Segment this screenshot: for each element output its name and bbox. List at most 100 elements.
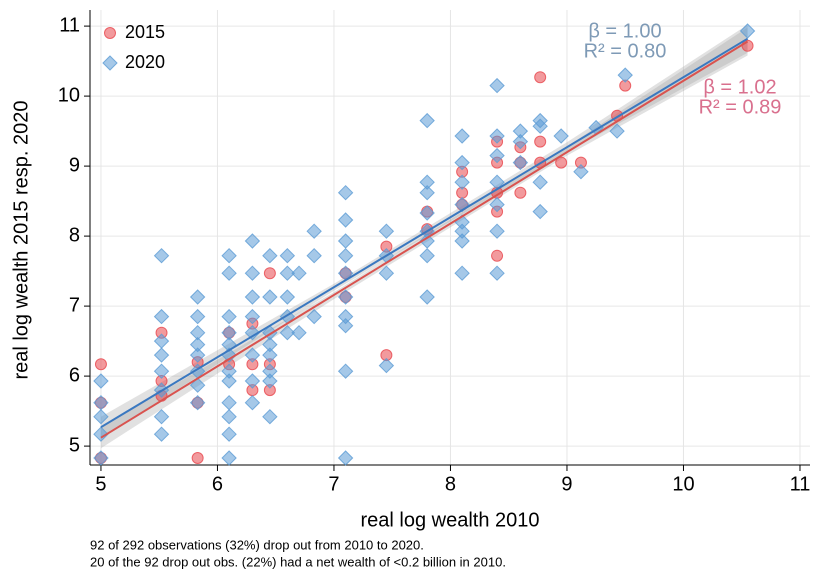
point xyxy=(609,123,625,139)
point xyxy=(221,426,237,442)
point xyxy=(244,324,261,341)
x-tick-label: 9 xyxy=(561,473,572,495)
point xyxy=(617,67,633,83)
point xyxy=(153,247,170,264)
point xyxy=(262,336,278,353)
point xyxy=(454,233,470,249)
point xyxy=(489,147,505,164)
point xyxy=(221,373,237,389)
point xyxy=(491,249,504,262)
point xyxy=(306,247,322,264)
point xyxy=(263,267,276,280)
point xyxy=(244,394,261,411)
point xyxy=(534,135,547,148)
x-tick-label: 11 xyxy=(790,473,811,495)
point xyxy=(512,154,529,171)
point xyxy=(262,373,278,389)
y-tick-label: 5 xyxy=(69,434,80,456)
point xyxy=(489,196,505,213)
point xyxy=(189,336,206,353)
point xyxy=(291,324,307,341)
point xyxy=(153,308,170,325)
x-tick-label: 7 xyxy=(328,473,339,495)
x-tick-label: 5 xyxy=(95,473,106,495)
point xyxy=(262,408,278,425)
point xyxy=(306,308,322,325)
point xyxy=(221,265,237,281)
point xyxy=(454,128,470,144)
point xyxy=(454,196,470,213)
y-tick-label: 11 xyxy=(59,14,80,36)
point xyxy=(419,289,435,305)
point xyxy=(153,363,170,379)
annotation: R² = 0.89 xyxy=(699,96,782,118)
point xyxy=(489,77,505,94)
point xyxy=(189,377,206,393)
point xyxy=(337,289,354,305)
point xyxy=(244,265,261,281)
y-tick-label: 8 xyxy=(69,224,80,246)
annotation: R² = 0.80 xyxy=(584,40,667,62)
point xyxy=(378,265,395,281)
point xyxy=(337,450,354,466)
point xyxy=(221,450,237,466)
point xyxy=(534,71,547,84)
point xyxy=(244,233,261,249)
point xyxy=(153,426,170,442)
point xyxy=(279,265,296,281)
point xyxy=(573,163,589,180)
legend-label: 2015 xyxy=(125,22,165,42)
point xyxy=(553,128,569,144)
point xyxy=(93,373,109,389)
point xyxy=(93,450,109,466)
point xyxy=(291,265,307,281)
point xyxy=(94,358,107,371)
x-tick-label: 6 xyxy=(212,473,223,495)
legend-marker xyxy=(102,55,118,71)
note: 92 of 292 observations (32%) drop out fr… xyxy=(90,537,424,552)
point xyxy=(93,408,109,425)
point xyxy=(191,452,204,464)
point xyxy=(378,223,395,239)
point xyxy=(489,223,505,239)
point xyxy=(244,289,261,305)
point xyxy=(378,357,395,374)
point xyxy=(555,156,568,169)
point xyxy=(93,426,109,442)
fit-line xyxy=(100,40,749,439)
point xyxy=(153,408,170,425)
x-tick-label: 10 xyxy=(672,473,694,495)
point xyxy=(454,265,470,281)
point xyxy=(739,23,756,39)
point xyxy=(221,394,237,411)
x-axis-label: real log wealth 2010 xyxy=(360,509,539,531)
annotation: β = 1.02 xyxy=(703,76,776,98)
y-tick-label: 10 xyxy=(58,84,80,106)
point xyxy=(337,184,354,201)
point xyxy=(262,247,278,264)
y-tick-label: 9 xyxy=(69,154,80,176)
point xyxy=(419,184,435,201)
point xyxy=(153,333,170,349)
point xyxy=(279,324,296,341)
point xyxy=(279,247,296,264)
point xyxy=(189,308,206,325)
annotation: β = 1.00 xyxy=(588,20,661,42)
point xyxy=(244,373,261,389)
fit-line xyxy=(100,37,749,429)
point xyxy=(189,347,206,363)
point xyxy=(93,394,109,411)
point xyxy=(189,394,206,411)
x-tick-label: 8 xyxy=(445,473,456,495)
y-tick-label: 7 xyxy=(69,294,80,316)
legend-marker xyxy=(104,27,116,39)
point xyxy=(419,112,435,129)
point xyxy=(279,289,296,305)
point xyxy=(262,347,278,363)
point xyxy=(454,174,470,190)
legend-label: 2020 xyxy=(125,52,165,72)
point xyxy=(221,408,237,425)
point xyxy=(532,118,548,134)
point xyxy=(532,203,548,220)
